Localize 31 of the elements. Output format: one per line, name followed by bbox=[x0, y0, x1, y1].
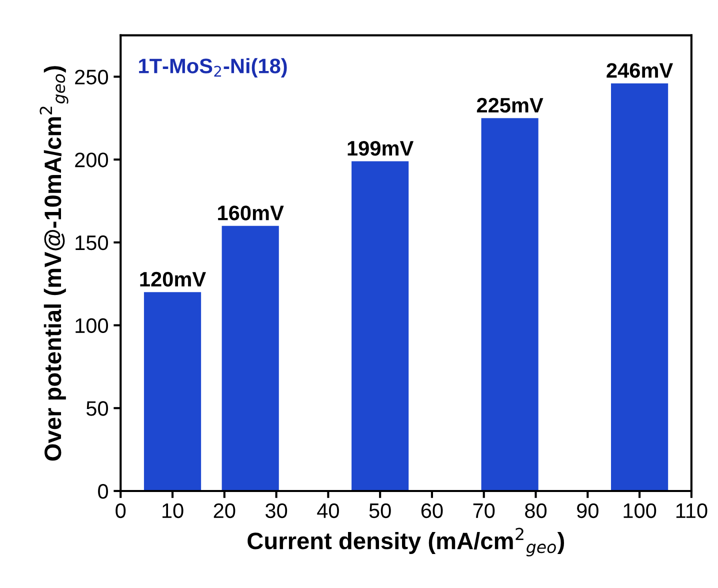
bar bbox=[352, 161, 409, 491]
data-label: 199mV bbox=[348, 140, 414, 156]
x-tick-label: 20 bbox=[214, 503, 236, 518]
text: 1T-MoS$_{2}$-Ni(18) bbox=[139, 58, 287, 78]
bar bbox=[481, 118, 538, 491]
x-tick-label: 80 bbox=[525, 503, 547, 518]
data-label: 225mV bbox=[476, 98, 544, 113]
bar bbox=[611, 83, 668, 491]
x-tick-label: 100 bbox=[624, 503, 656, 518]
x-tick-label: 30 bbox=[266, 503, 288, 518]
y-tick-label: 50 bbox=[86, 401, 108, 416]
x-tick-label: 10 bbox=[162, 503, 184, 518]
y-axis-title: Over potential (mV@-10mA/cm$^{2}$$_{geo}$) bbox=[40, 66, 68, 461]
y-tick-label: 200 bbox=[75, 152, 108, 168]
y-tick-label: 100 bbox=[76, 318, 108, 334]
y-tick-label: 0 bbox=[98, 484, 108, 499]
x-tick-label: 110 bbox=[676, 503, 708, 518]
data-label: 120mV bbox=[140, 272, 206, 287]
x-tick-label: 60 bbox=[421, 503, 443, 518]
x-tick-label: 50 bbox=[369, 503, 391, 518]
x-tick-label: 90 bbox=[577, 503, 598, 518]
data-label: 160mV bbox=[218, 206, 284, 220]
x-tick-label: 0 bbox=[116, 503, 126, 518]
x-tick-label: 40 bbox=[317, 503, 339, 518]
x-axis-title: Current density (mA/cm$^{2}$$_{geo}$) bbox=[248, 528, 564, 556]
data-label: 246mV bbox=[606, 63, 673, 78]
y-tick-label: 250 bbox=[75, 70, 108, 84]
y-tick-label: 150 bbox=[76, 235, 108, 250]
x-tick-label: 70 bbox=[473, 503, 495, 518]
bar bbox=[144, 292, 202, 491]
bar bbox=[222, 226, 279, 491]
